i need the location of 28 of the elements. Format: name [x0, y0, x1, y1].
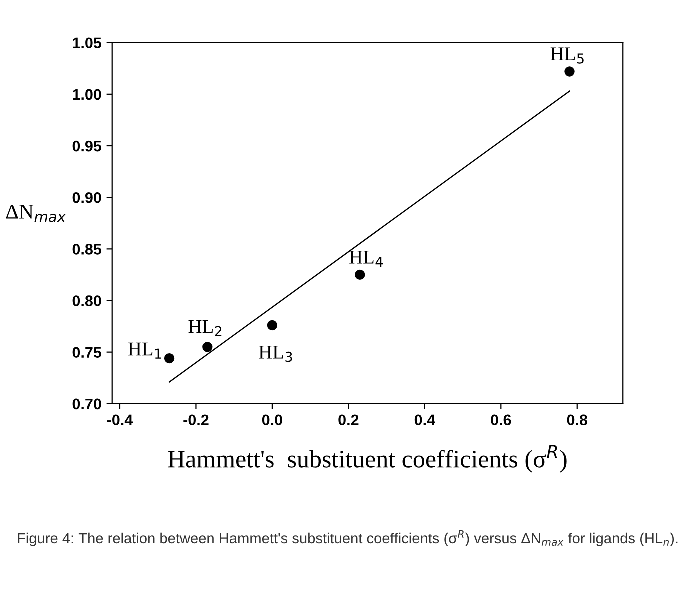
annotation: HL$_{2}$	[188, 320, 222, 336]
annotation: HL$_{3}$	[259, 346, 292, 362]
x-tick-label: -0.4	[107, 414, 134, 426]
point	[164, 353, 175, 364]
y-axis-title: ΔN$_{max}$	[6, 204, 66, 222]
caption: Figure 4: The relation between Hammett's substituent coefficients (σ$^{R}$) versus ΔN$_{max}$ for ligands (HL$_{n}$).	[18, 530, 678, 547]
y-tick-label: 0.70	[72, 398, 102, 410]
y-tick-label: 0.80	[72, 296, 102, 306]
annotation: HL$_{1}$	[128, 342, 162, 359]
x-tick-label: 0.6	[491, 414, 512, 426]
x-tick-label: 0.2	[338, 414, 359, 426]
x-tick-label: 0.0	[262, 414, 282, 426]
y-tick-label: 0.85	[72, 244, 102, 255]
point	[267, 320, 278, 331]
point	[564, 66, 575, 77]
y-tick-label: 0.90	[72, 192, 102, 204]
y-tick-label: 0.95	[72, 140, 102, 152]
x-tick-label: 0.4	[414, 414, 436, 426]
point	[355, 270, 366, 280]
point	[202, 342, 213, 352]
annotation: HL$_{5}$	[550, 48, 584, 64]
x-tick-label: -0.2	[184, 414, 209, 426]
y-tick-label: 1.05	[73, 38, 102, 49]
y-tick-label: 1.00	[73, 89, 102, 100]
annotation: HL$_{4}$	[350, 251, 384, 267]
x-axis-title: Hammett's substituent coefficients (σ$^{R}$)	[168, 445, 567, 473]
y-tick-label: 0.75	[72, 347, 102, 358]
x-tick-label: 0.8	[567, 414, 588, 426]
